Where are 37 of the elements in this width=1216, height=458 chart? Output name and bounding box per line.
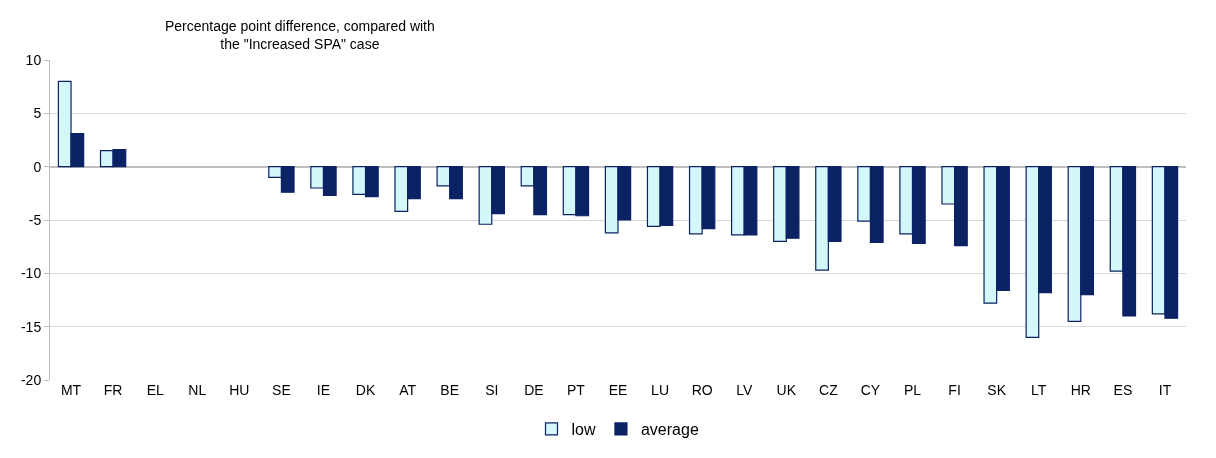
x-tick-label: BE (440, 382, 460, 398)
x-tick-label: HR (1070, 382, 1091, 398)
legend-label: low (571, 421, 596, 439)
y-tick-label: -15 (20, 318, 42, 335)
y-axis-title: Percentage point difference, compared with the "Increased SPA" case (165, 18, 435, 53)
y-tick-label: 10 (25, 51, 42, 68)
x-tick-label: SI (485, 382, 499, 398)
x-tick-label: EL (146, 382, 164, 398)
x-tick-label: SK (987, 382, 1007, 398)
x-tick-label: EE (608, 382, 628, 398)
x-tick-label: DK (355, 382, 376, 398)
x-tick-label: PL (903, 382, 922, 398)
legend-label: average (640, 421, 699, 439)
y-tick-label: -5 (28, 211, 42, 228)
y-tick-label: 5 (33, 105, 42, 122)
x-tick-label: FI (948, 382, 961, 398)
x-tick-label: UK (776, 382, 797, 398)
x-tick-label: IE (316, 382, 331, 398)
x-tick-label: NL (188, 382, 207, 398)
x-tick-label: LV (736, 382, 753, 398)
x-tick-label: AT (399, 382, 417, 398)
x-tick-label: DE (524, 382, 544, 398)
x-tick-label: HU (229, 382, 250, 398)
x-tick-label: IT (1158, 382, 1172, 398)
x-tick-label: FR (103, 382, 123, 398)
y-tick-label: 0 (33, 158, 42, 175)
y-tick-label: -10 (20, 265, 42, 282)
x-tick-label: SE (272, 382, 291, 398)
x-tick-label: RO (691, 382, 713, 398)
x-tick-label: LT (1031, 382, 1047, 398)
y-tick-label: -20 (20, 371, 42, 388)
x-tick-label: ES (1113, 382, 1133, 398)
x-tick-label: MT (60, 382, 82, 398)
x-tick-label: LU (651, 382, 670, 398)
x-tick-label: PT (566, 382, 586, 398)
x-tick-label: CY (860, 382, 881, 398)
x-tick-label: CZ (819, 382, 839, 398)
